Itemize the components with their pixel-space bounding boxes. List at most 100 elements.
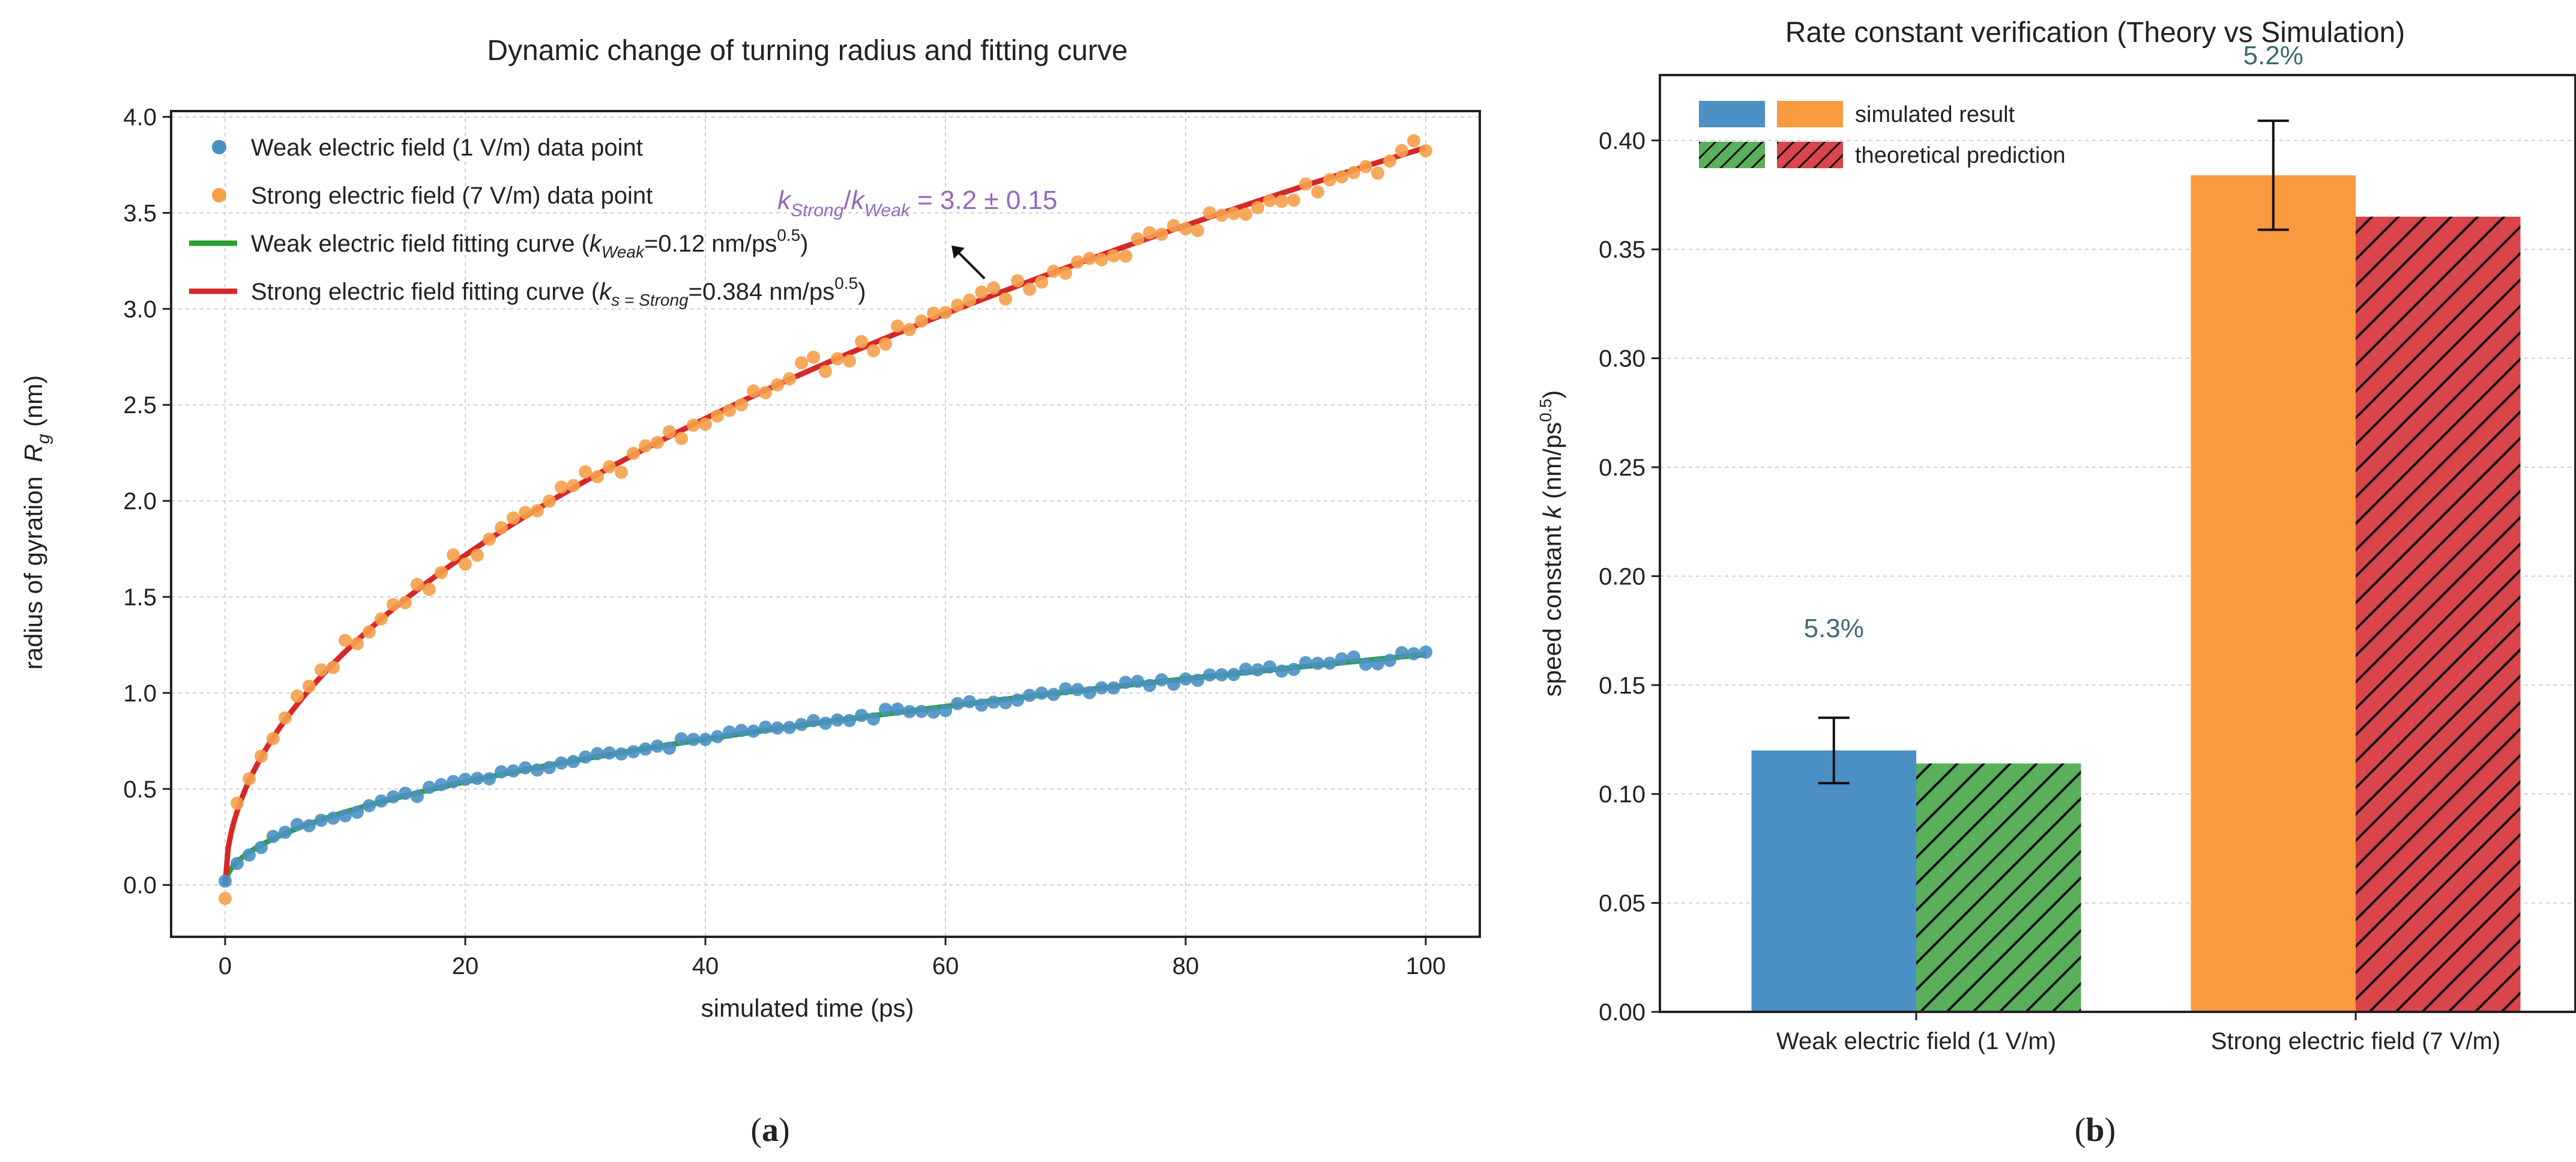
data-point [723,404,736,417]
data-point [1311,656,1324,670]
data-point [411,578,424,592]
data-point [711,409,724,423]
data-point [1095,253,1108,267]
data-point [219,892,232,906]
y-tick-label: 3.0 [123,296,157,322]
data-point [507,511,520,525]
data-point [915,704,928,718]
ylabel-a-text: radius of gyration [19,476,47,670]
legend-swatch [1699,101,1765,127]
data-point [339,634,352,647]
fit-line [222,145,1427,886]
data-point [1107,681,1120,695]
data-point [963,695,976,709]
data-point [483,772,496,785]
data-point [339,809,352,823]
x-tick-label: 20 [452,953,479,979]
data-point [315,663,328,677]
data-point [747,384,760,398]
legend-label: Weak electric field (1 V/m) data point [251,135,643,161]
data-point [1023,282,1036,296]
legend-label-pre: Strong electric field fitting curve ( [251,279,600,305]
data-point [1119,249,1132,263]
y-tick-label: 0.0 [123,873,157,899]
legend-label-k: k [590,231,603,257]
data-point [1263,660,1276,674]
data-point [267,829,280,843]
data-point [231,796,244,810]
data-point [327,811,340,825]
bar-theoretical-hatch [2356,216,2521,1012]
data-point [927,306,940,320]
chart-a-title: Dynamic change of turning radius and fit… [487,35,1127,67]
data-point [783,372,796,386]
data-point [1239,207,1252,221]
annotation-sub2: Weak [864,201,911,220]
data-point [1059,682,1072,696]
annotation-arrow [955,249,986,280]
data-point [387,790,400,803]
legend-swatch-hatch [1777,142,1843,168]
data-point [1347,650,1360,664]
data-point [1023,688,1036,702]
legend-label: Weak electric field fitting curve (kWeak… [251,226,809,261]
data-point [1251,663,1264,677]
data-point [627,745,640,758]
data-point [543,494,556,508]
data-point [1131,232,1144,246]
data-point [999,292,1012,306]
data-point [843,354,856,368]
data-point [807,350,820,364]
data-point [1275,195,1288,208]
panel-b: Rate constant verification (Theory vs Si… [1536,17,2576,1149]
data-point [555,756,568,770]
x-tick-label: 40 [692,953,719,979]
data-point [1335,170,1348,184]
data-point [819,365,832,378]
panel-a: Dynamic change of turning radius and fit… [19,35,1481,1149]
data-point [1251,201,1264,214]
data-point [1215,208,1228,222]
x-tick-label: 60 [932,953,959,979]
data-point [279,825,292,839]
legend-label-sub: s = Strong [611,291,689,309]
data-point [1395,646,1408,660]
data-point [1395,144,1408,157]
data-point [1131,674,1144,688]
legend-label-sup: 0.5 [777,226,800,244]
data-point [435,566,448,579]
legend-label-end: ) [858,279,866,305]
annotation-k2: k [851,186,866,215]
data-point [279,711,292,725]
y-tick-label: 0.10 [1599,781,1645,808]
legend-label-post: =0.12 nm/ps [644,231,777,257]
annotation-k1: k [777,186,792,215]
data-point [363,625,376,639]
legend-label-post: =0.384 nm/ps [689,279,835,305]
data-point [1059,266,1072,280]
data-point [1299,177,1312,191]
data-point [603,746,616,760]
legend-label: theoretical prediction [1855,143,2066,168]
y-tick-label: 0.35 [1599,237,1645,263]
data-point [927,705,940,719]
data-point [651,435,664,449]
data-point [327,661,340,674]
annotation-arrowhead [952,245,965,259]
data-point [879,337,892,351]
data-point [1203,206,1216,220]
data-point [831,713,844,727]
x-tick-label: 100 [1406,953,1446,979]
data-point [951,298,964,312]
x-tick-label: 80 [1172,953,1199,979]
y-tick-label: 2.0 [123,488,157,515]
data-point [495,521,508,534]
legend-label-sup: 0.5 [834,274,858,292]
percent-label: 5.2% [2243,41,2303,70]
data-point [699,733,712,746]
data-point [807,713,820,727]
data-point [1407,134,1420,148]
data-point [1371,657,1384,671]
x-tick-label: Strong electric field (7 V/m) [2211,1028,2500,1055]
